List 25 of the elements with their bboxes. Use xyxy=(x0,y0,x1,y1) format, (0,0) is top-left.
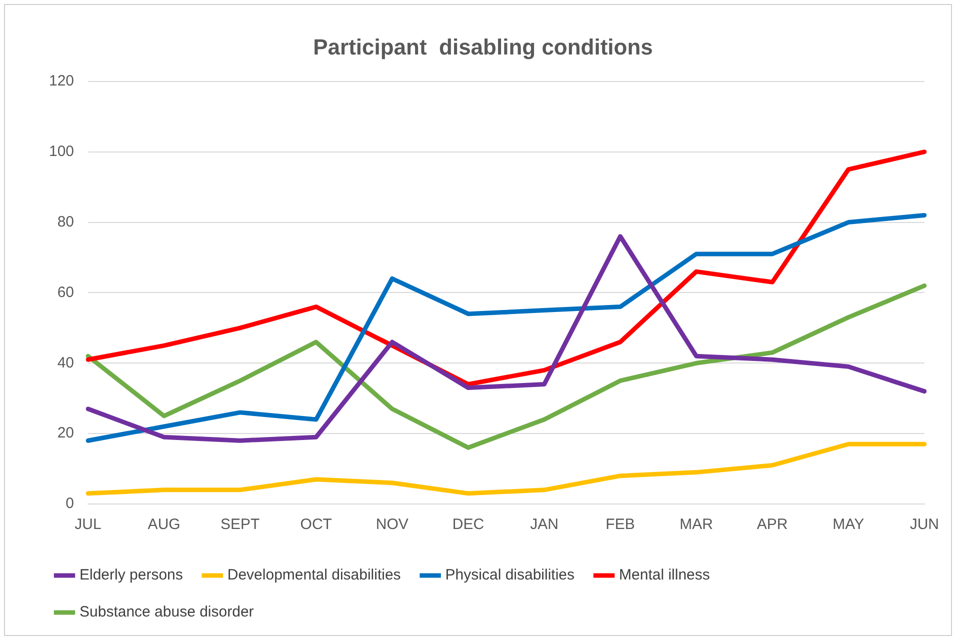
x-tick-label: NOV xyxy=(376,516,408,534)
x-tick-label: APR xyxy=(756,516,788,534)
y-tick-label: 120 xyxy=(48,72,74,90)
y-tick-label: 0 xyxy=(66,495,74,512)
x-tick-label: OCT xyxy=(300,516,332,534)
legend-label: Mental illness xyxy=(619,566,710,584)
y-tick-label: 40 xyxy=(57,354,74,372)
legend-label: Elderly persons xyxy=(80,566,183,584)
y-tick-label: 20 xyxy=(57,424,74,442)
x-tick-label: JUN xyxy=(910,516,940,534)
chart-title: Participant disabling conditions xyxy=(313,34,653,60)
x-tick-label: SEPT xyxy=(220,516,260,534)
x-tick-label: AUG xyxy=(148,516,180,534)
legend-label: Substance abuse disorder xyxy=(80,604,254,621)
x-tick-label: MAY xyxy=(832,516,864,534)
x-tick-label: JAN xyxy=(530,516,558,534)
y-tick-label: 80 xyxy=(57,213,74,230)
y-tick-label: 60 xyxy=(57,284,74,301)
legend-label: Physical disabilities xyxy=(445,566,575,584)
x-tick-label: MAR xyxy=(680,516,714,534)
legend-label: Developmental disabilities xyxy=(227,566,401,584)
x-tick-label: DEC xyxy=(452,516,484,534)
x-tick-label: JUL xyxy=(74,516,102,534)
y-tick-label: 100 xyxy=(48,142,74,160)
x-tick-label: FEB xyxy=(606,516,635,534)
